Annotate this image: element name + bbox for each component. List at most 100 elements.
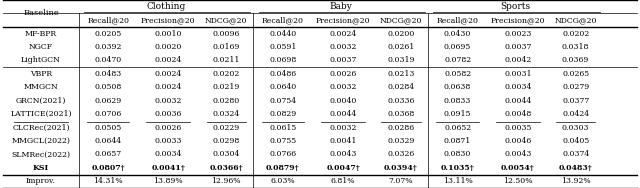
Text: 0.0048: 0.0048 [504, 110, 531, 118]
Text: LightGCN: LightGCN [21, 56, 61, 64]
Text: 0.0211: 0.0211 [212, 56, 240, 64]
Text: 14.31%: 14.31% [93, 177, 123, 185]
Text: GRCN(2021): GRCN(2021) [16, 97, 66, 105]
Text: 0.0279: 0.0279 [562, 83, 589, 91]
Text: 0.0286: 0.0286 [387, 124, 415, 132]
Text: 0.0782: 0.0782 [444, 56, 471, 64]
Text: 0.0213: 0.0213 [387, 70, 415, 78]
Text: 0.0879†: 0.0879† [266, 164, 300, 172]
Text: 0.0280: 0.0280 [212, 97, 240, 105]
Text: 0.0032: 0.0032 [330, 83, 356, 91]
Text: 0.0582: 0.0582 [444, 70, 471, 78]
Text: LATTICE(2021): LATTICE(2021) [10, 110, 72, 118]
Text: 0.0046: 0.0046 [504, 137, 531, 145]
Text: 0.0483: 0.0483 [95, 70, 122, 78]
Text: 0.0026: 0.0026 [330, 70, 356, 78]
Text: 0.0698: 0.0698 [269, 56, 296, 64]
Text: 12.96%: 12.96% [211, 177, 241, 185]
Text: 0.0755: 0.0755 [269, 137, 296, 145]
Text: 0.0394†: 0.0394† [384, 164, 418, 172]
Text: 0.0505: 0.0505 [95, 124, 122, 132]
Text: 0.0470: 0.0470 [95, 56, 122, 64]
Text: 0.0369: 0.0369 [562, 56, 589, 64]
Text: 0.0483†: 0.0483† [559, 164, 593, 172]
Text: 0.0042: 0.0042 [504, 56, 531, 64]
Text: 0.0024: 0.0024 [155, 70, 182, 78]
Text: Baseline: Baseline [23, 9, 59, 17]
Text: Recall@20: Recall@20 [87, 16, 129, 24]
Text: 0.0219: 0.0219 [212, 83, 240, 91]
Text: 0.0044: 0.0044 [330, 110, 356, 118]
Text: 0.0202: 0.0202 [562, 30, 589, 38]
Text: 0.0706: 0.0706 [95, 110, 122, 118]
Text: 0.0638: 0.0638 [444, 83, 471, 91]
Text: Precision@20: Precision@20 [141, 16, 196, 24]
Text: 0.0326: 0.0326 [387, 150, 415, 158]
Text: 0.0043: 0.0043 [504, 150, 531, 158]
Text: 0.0044: 0.0044 [504, 97, 531, 105]
Text: 0.0041†: 0.0041† [152, 164, 185, 172]
Text: 0.0169: 0.0169 [212, 43, 240, 51]
Text: 0.0644: 0.0644 [95, 137, 122, 145]
Text: 0.0054†: 0.0054† [501, 164, 534, 172]
Text: 0.0047†: 0.0047† [326, 164, 360, 172]
Text: 13.89%: 13.89% [154, 177, 183, 185]
Text: 0.0202: 0.0202 [212, 70, 240, 78]
Text: 0.0032: 0.0032 [330, 124, 356, 132]
Text: 0.0766: 0.0766 [269, 150, 296, 158]
Text: 0.0486: 0.0486 [269, 70, 296, 78]
Text: 0.0424: 0.0424 [562, 110, 589, 118]
Text: 0.0304: 0.0304 [212, 150, 240, 158]
Text: NGCF: NGCF [29, 43, 53, 51]
Text: NDCG@20: NDCG@20 [554, 16, 597, 24]
Text: 0.0205: 0.0205 [95, 30, 122, 38]
Text: 0.0392: 0.0392 [95, 43, 122, 51]
Text: 6.81%: 6.81% [331, 177, 355, 185]
Text: 0.0303: 0.0303 [562, 124, 589, 132]
Text: 7.07%: 7.07% [388, 177, 413, 185]
Text: Recall@20: Recall@20 [436, 16, 479, 24]
Text: 0.0318: 0.0318 [562, 43, 589, 51]
Text: 0.0366†: 0.0366† [209, 164, 243, 172]
Text: Baby: Baby [330, 2, 352, 11]
Text: 6.03%: 6.03% [271, 177, 295, 185]
Text: Precision@20: Precision@20 [490, 16, 545, 24]
Text: 0.0033: 0.0033 [155, 137, 182, 145]
Text: NDCG@20: NDCG@20 [205, 16, 248, 24]
Text: 0.0829: 0.0829 [269, 110, 296, 118]
Text: 0.0336: 0.0336 [387, 97, 415, 105]
Text: 12.50%: 12.50% [503, 177, 532, 185]
Text: 0.0200: 0.0200 [387, 30, 415, 38]
Text: 0.0040: 0.0040 [330, 97, 356, 105]
Text: 0.0036: 0.0036 [155, 110, 182, 118]
Text: 0.0229: 0.0229 [212, 124, 240, 132]
Text: 0.0508: 0.0508 [95, 83, 122, 91]
Text: 0.0034: 0.0034 [155, 150, 182, 158]
Text: 0.0024: 0.0024 [330, 30, 356, 38]
Text: 0.0830: 0.0830 [444, 150, 471, 158]
Text: 0.0430: 0.0430 [444, 30, 471, 38]
Text: 0.0591: 0.0591 [269, 43, 296, 51]
Text: 0.0640: 0.0640 [269, 83, 296, 91]
Text: 0.0871: 0.0871 [444, 137, 471, 145]
Text: Recall@20: Recall@20 [262, 16, 304, 24]
Text: VBPR: VBPR [30, 70, 52, 78]
Text: 0.1035†: 0.1035† [441, 164, 474, 172]
Text: SLMRec(2022): SLMRec(2022) [12, 150, 70, 158]
Text: 0.0041: 0.0041 [330, 137, 356, 145]
Text: 0.0440: 0.0440 [269, 30, 296, 38]
Text: 0.0010: 0.0010 [155, 30, 182, 38]
Text: 0.0034: 0.0034 [504, 83, 531, 91]
Text: 0.0265: 0.0265 [562, 70, 589, 78]
Text: 0.0024: 0.0024 [155, 56, 182, 64]
Text: Improv.: Improv. [26, 177, 56, 185]
Text: Precision@20: Precision@20 [316, 16, 371, 24]
Text: 0.0037: 0.0037 [504, 43, 531, 51]
Text: MF-BPR: MF-BPR [25, 30, 57, 38]
Text: 0.0284: 0.0284 [387, 83, 415, 91]
Text: Sports: Sports [500, 2, 531, 11]
Text: 0.0615: 0.0615 [269, 124, 296, 132]
Text: Clothing: Clothing [147, 2, 186, 11]
Text: 0.0629: 0.0629 [95, 97, 122, 105]
Text: 0.0652: 0.0652 [444, 124, 471, 132]
